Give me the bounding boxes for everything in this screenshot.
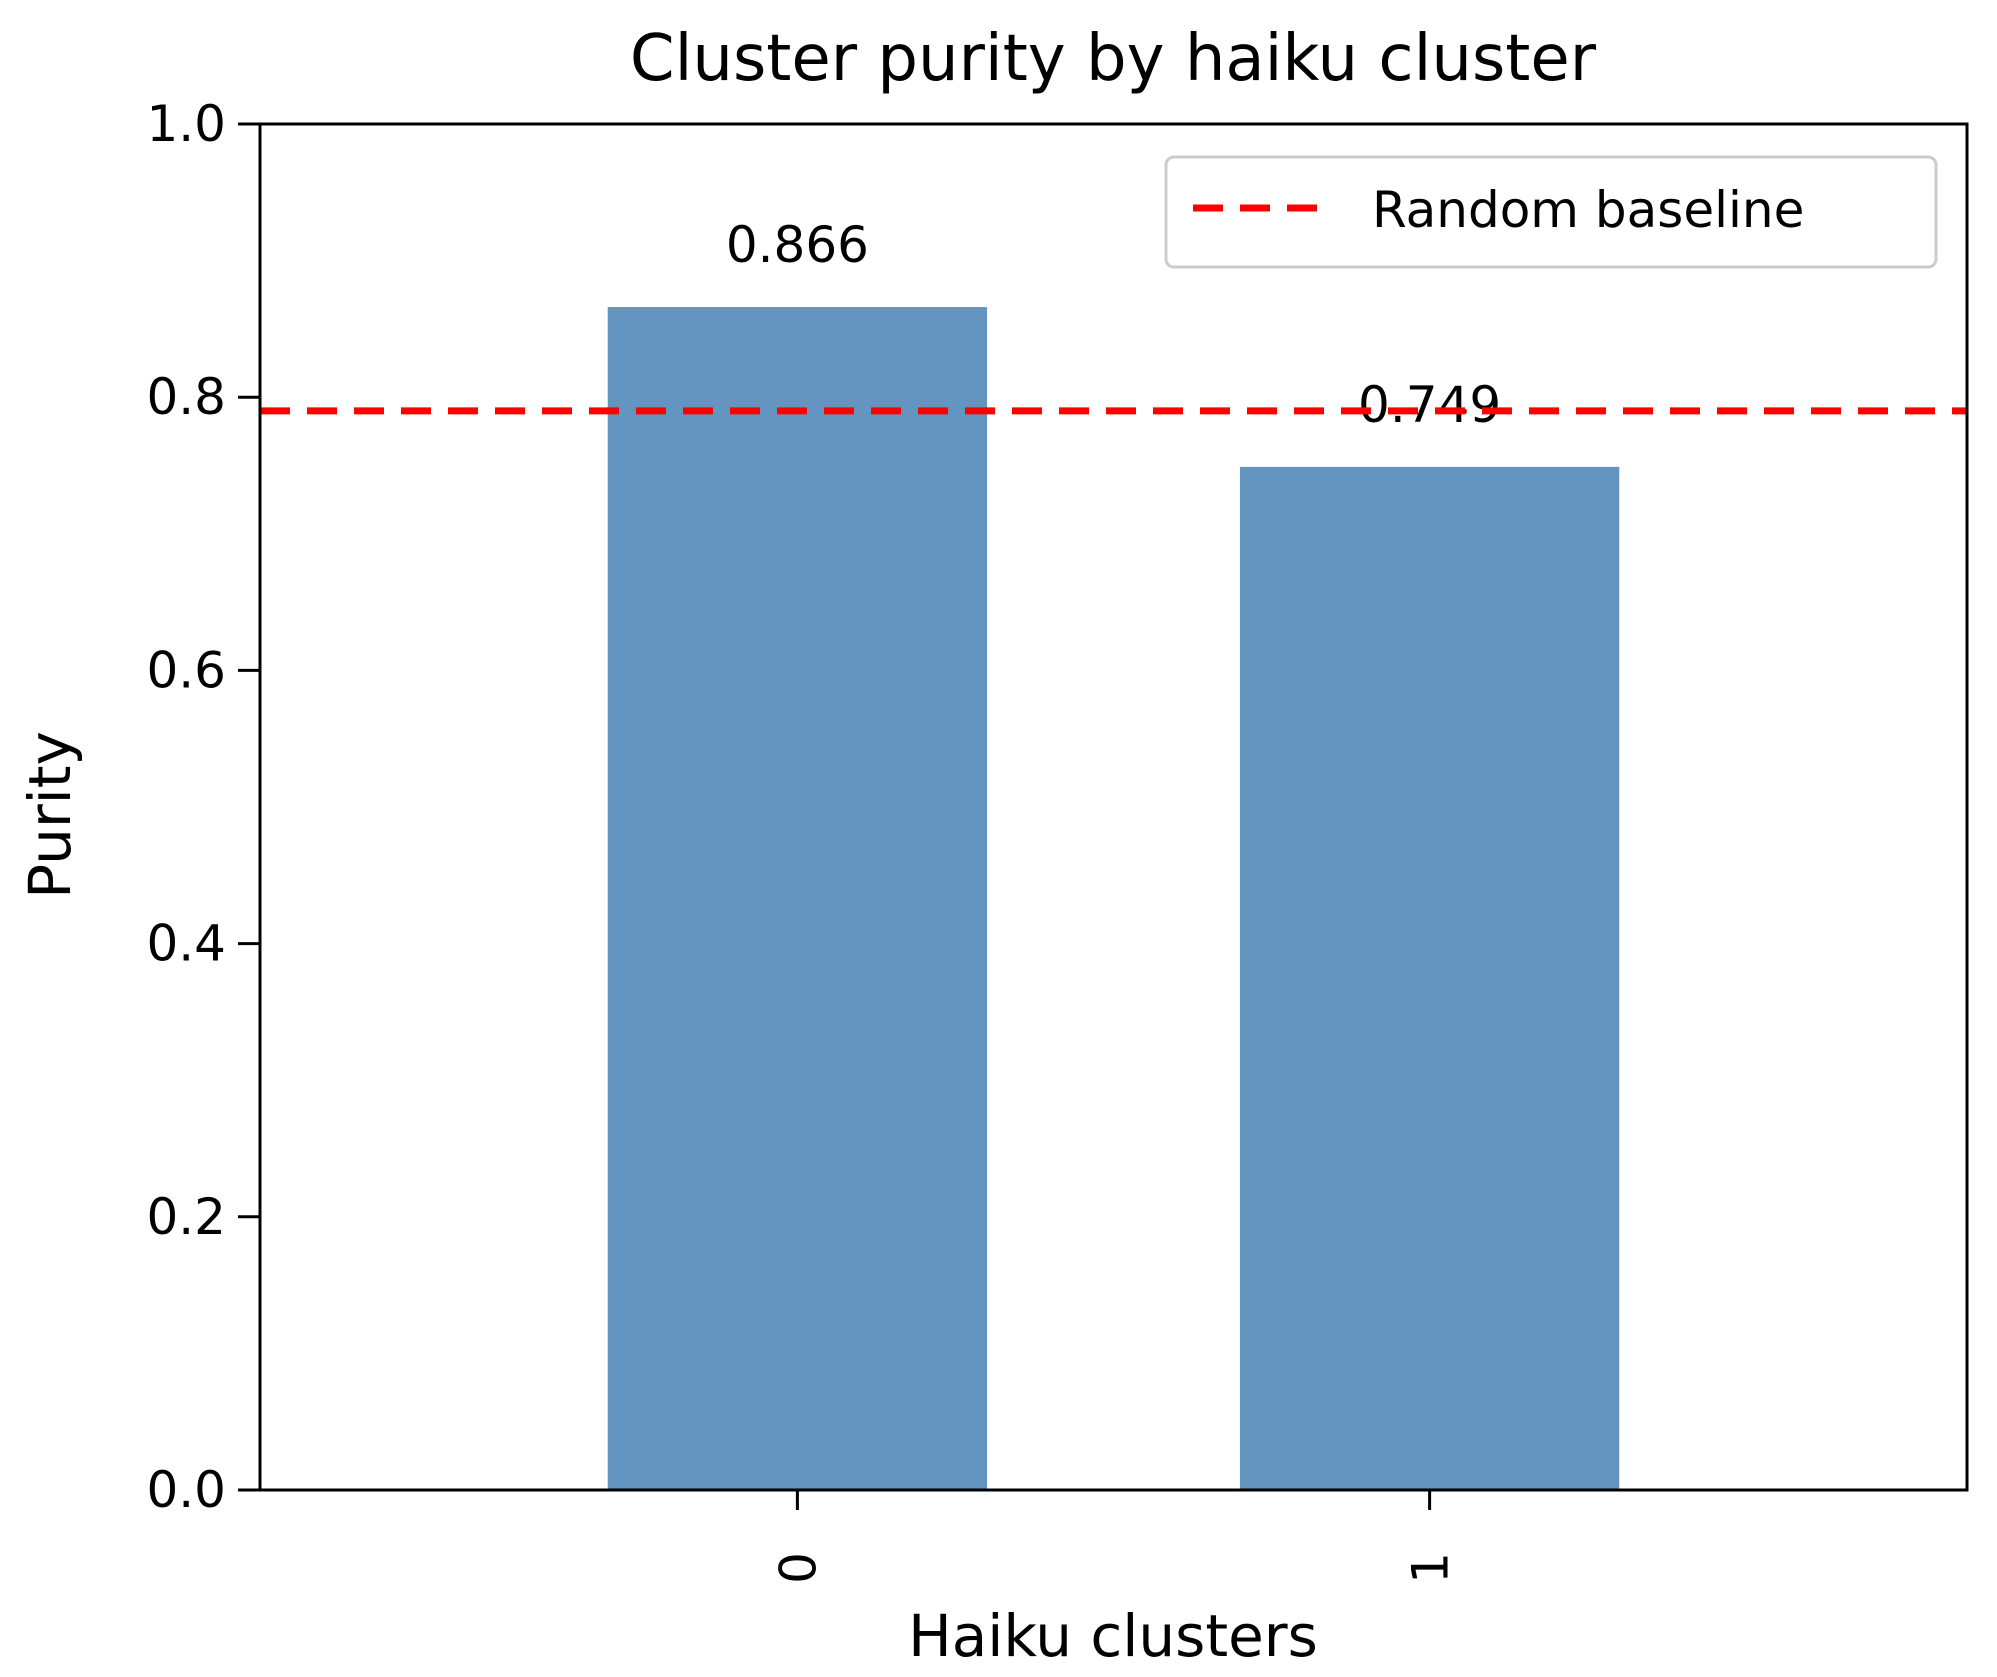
bar-value-label: 0.866	[726, 216, 869, 274]
legend: Random baseline	[1164, 155, 1938, 269]
y-tick-label: 0.2	[146, 1188, 226, 1246]
chart-title: Cluster purity by haiku cluster	[630, 22, 1597, 96]
x-axis-label: Haiku clusters	[908, 1602, 1318, 1670]
bar-value-label: 0.749	[1358, 376, 1501, 434]
bar-1	[1239, 466, 1620, 1491]
bars	[607, 307, 1620, 1491]
plot-frame	[258, 122, 1969, 1492]
x-tick-label: 1	[1402, 1552, 1460, 1584]
legend-label-random-baseline: Random baseline	[1372, 181, 1804, 239]
y-tick-label: 0.4	[146, 915, 226, 973]
x-tick-label: 0	[769, 1552, 827, 1584]
y-tick-label: 0.6	[146, 641, 226, 699]
y-axis-label: Purity	[16, 731, 84, 899]
bar-0	[607, 307, 988, 1491]
bar-value-labels: 0.866 0.749	[726, 216, 1501, 434]
legend-box	[1164, 155, 1938, 269]
y-tick-label: 0.0	[146, 1461, 226, 1519]
y-tick-label: 1.0	[146, 95, 226, 153]
y-tick-label: 0.8	[146, 368, 226, 426]
y-axis: 0.0 0.2 0.4 0.6 0.8 1.0	[146, 95, 260, 1519]
